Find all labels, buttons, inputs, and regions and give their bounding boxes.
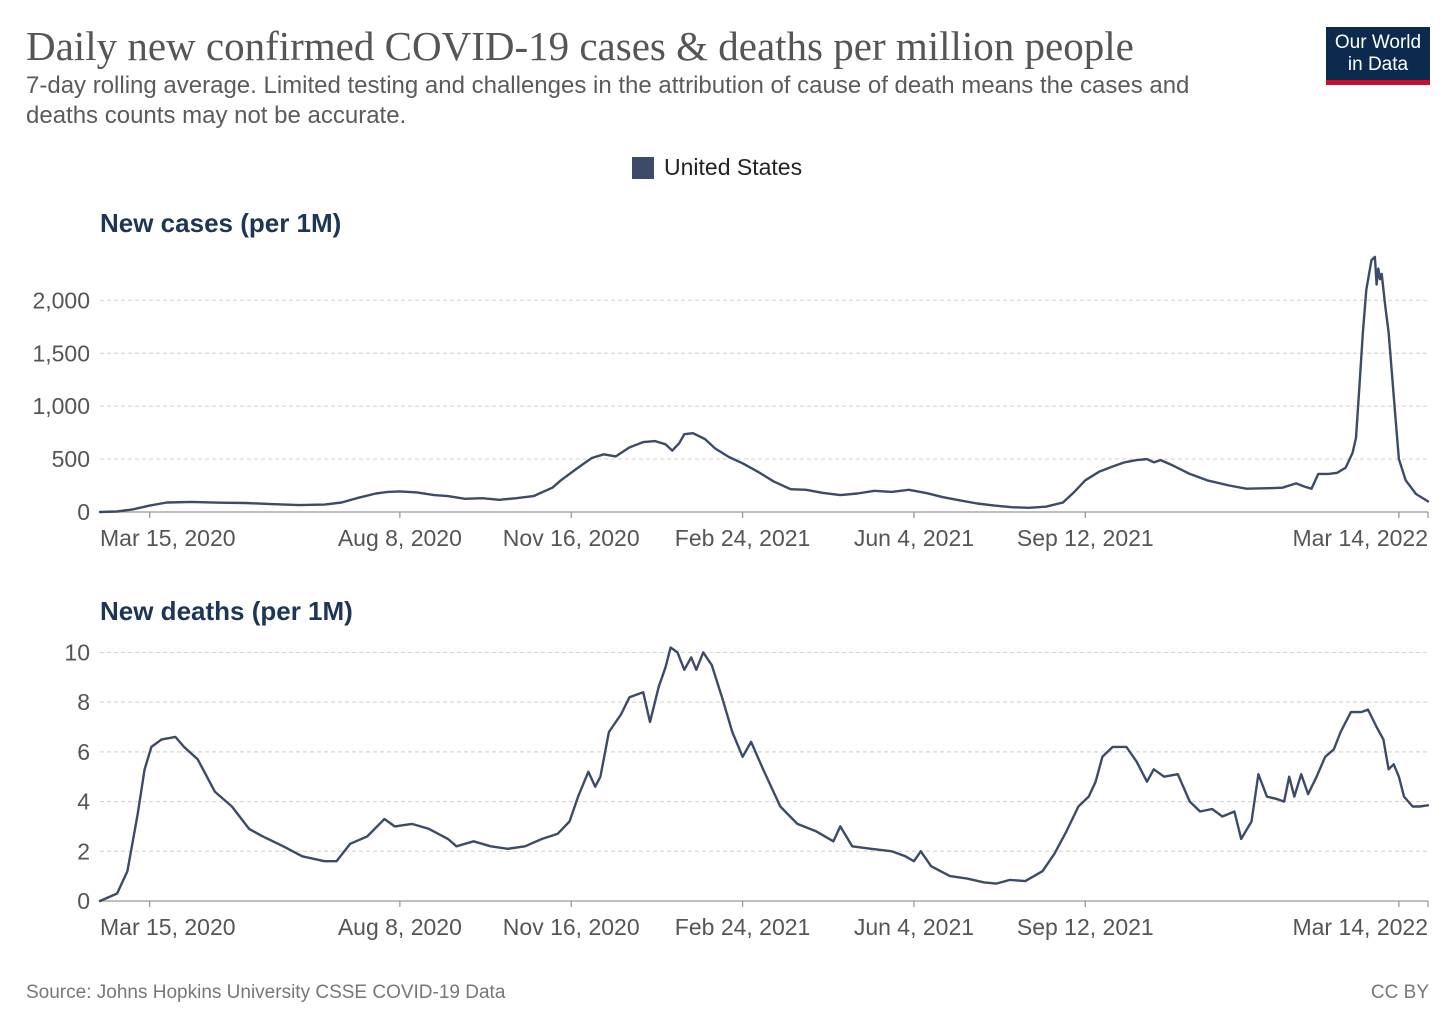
legend-swatch — [632, 156, 654, 179]
panel-2-x-tick-label: Jun 4, 2021 — [854, 914, 974, 940]
panel-1-y-tick-label: 0 — [77, 499, 90, 525]
panel-1-x-tick-label: Feb 24, 2021 — [675, 525, 811, 551]
panel-1-y-tick-label: 1,000 — [32, 393, 90, 419]
panel-1-x-tick-label: Mar 15, 2020 — [100, 525, 236, 551]
panel-1-x-tick-label: Sep 12, 2021 — [1017, 525, 1154, 551]
panel-1-y-tick-label: 2,000 — [32, 287, 90, 313]
chart-subtitle: 7-day rolling average. Limited testing a… — [26, 72, 1190, 129]
panel-1-y-tick-label: 1,500 — [32, 340, 90, 366]
panel-2-x-tick-label: Mar 15, 2020 — [100, 914, 236, 940]
panel-1-x-tick-label: Jun 4, 2021 — [854, 525, 974, 551]
panel-1-x-tick-label: Mar 14, 2022 — [1292, 525, 1428, 551]
panel-2-y-tick-label: 6 — [77, 739, 90, 765]
panel-1-series-line — [98, 255, 1430, 514]
panel-2-y-tick-label: 8 — [77, 689, 90, 715]
panel-1-title: New cases (per 1M) — [100, 208, 341, 238]
legend-label: United States — [664, 154, 803, 180]
panel-1-y-tick-label: 500 — [52, 446, 90, 472]
panel-2-series-line — [98, 646, 1430, 903]
panel-2-x-tick-label: Mar 14, 2022 — [1292, 914, 1428, 940]
owid-logo[interactable]: Our World in Data — [1326, 27, 1430, 85]
source-note[interactable]: Source: Johns Hopkins University CSSE CO… — [26, 982, 506, 1003]
panel-2-x-tick-label: Sep 12, 2021 — [1017, 914, 1154, 940]
license-link[interactable]: CC BY — [1370, 982, 1429, 1003]
logo-line-1: Our World — [1334, 32, 1422, 53]
panel-2-x-tick-label: Nov 16, 2020 — [503, 914, 640, 940]
chart-title: Daily new confirmed COVID-19 cases & dea… — [26, 23, 1134, 69]
panel-2-y-tick-label: 2 — [77, 838, 90, 864]
logo-line-2: in Data — [1347, 54, 1409, 75]
panel-2-y-tick-label: 4 — [77, 789, 90, 815]
panel-2-x-tick-label: Aug 8, 2020 — [338, 914, 462, 940]
panel-2-y-tick-label: 10 — [64, 639, 90, 665]
panel-2-title: New deaths (per 1M) — [100, 596, 353, 626]
legend[interactable]: United States — [632, 154, 802, 181]
panel-2-y-tick-label: 0 — [77, 888, 90, 914]
panel-2-x-tick-label: Feb 24, 2021 — [675, 914, 811, 940]
panel-1-x-tick-label: Aug 8, 2020 — [338, 525, 462, 551]
panel-1-x-tick-label: Nov 16, 2020 — [503, 525, 640, 551]
